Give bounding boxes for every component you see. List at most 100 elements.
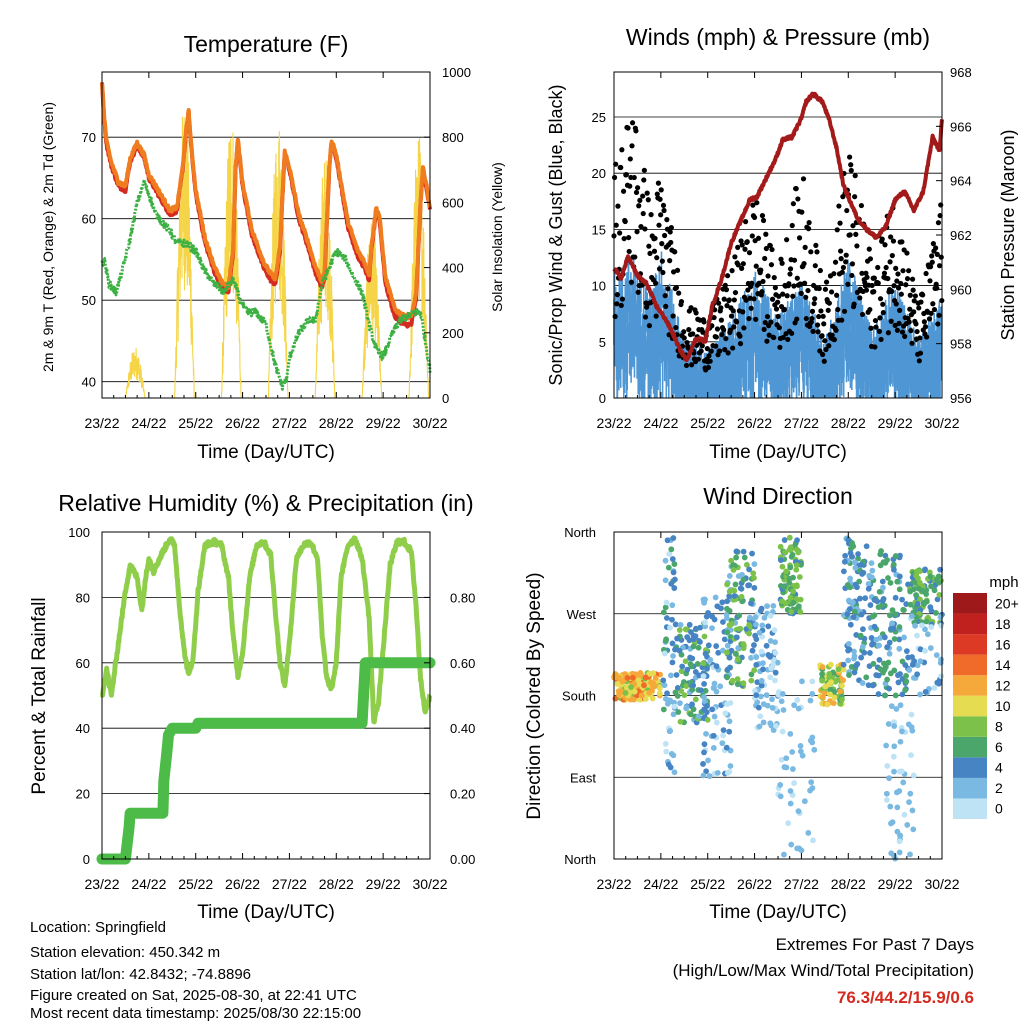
direction-point	[919, 622, 925, 629]
direction-point	[906, 667, 913, 673]
direction-point	[746, 630, 753, 637]
direction-point	[914, 568, 920, 575]
direction-point	[846, 597, 852, 604]
direction-point	[851, 648, 857, 655]
direction-point	[888, 703, 895, 710]
direction-point	[635, 677, 642, 684]
direction-point	[668, 546, 675, 553]
temp-xtick-label: 28/22	[319, 415, 354, 431]
direction-point	[681, 692, 688, 699]
direction-point	[662, 604, 669, 611]
gust-point	[810, 328, 816, 334]
gust-point	[935, 321, 941, 327]
direction-point	[809, 691, 816, 697]
direction-point	[769, 696, 775, 703]
gust-point	[896, 320, 902, 327]
gust-point	[646, 323, 653, 329]
direction-point	[703, 768, 710, 775]
direction-point	[673, 672, 680, 678]
direction-point	[917, 658, 924, 665]
wind-xtick-label: 26/22	[737, 415, 772, 431]
gust-point	[648, 212, 654, 218]
direction-point	[808, 779, 815, 786]
gust-point	[737, 341, 744, 347]
gust-point	[645, 197, 651, 203]
gust-point	[801, 260, 807, 267]
colorbar-label: 10	[995, 698, 1011, 714]
gust-point	[646, 243, 652, 249]
gust-point	[889, 252, 895, 259]
gust-point	[917, 350, 924, 356]
direction-point	[670, 653, 676, 659]
gust-point	[633, 189, 640, 196]
direction-point	[797, 596, 804, 603]
direction-point	[938, 656, 944, 663]
gust-point	[629, 143, 635, 149]
direction-point	[660, 677, 667, 684]
gust-point	[849, 261, 856, 267]
gust-point	[756, 280, 762, 286]
gust-point	[878, 336, 884, 343]
rh-xtick-label: 23/22	[84, 876, 119, 892]
direction-point	[908, 711, 915, 718]
gust-point	[786, 281, 792, 287]
gust-point	[834, 227, 840, 233]
gust-point	[644, 190, 650, 196]
gust-point	[796, 235, 803, 241]
direction-point	[863, 674, 870, 681]
direction-point	[671, 703, 678, 710]
gust-point	[794, 275, 800, 281]
temperature-ylabel: 2m & 9m T (Red, Orange) & 2m Td (Green)	[40, 102, 56, 372]
gust-point	[744, 239, 750, 245]
direction-point	[777, 543, 784, 550]
gust-point	[917, 335, 923, 341]
direction-point	[793, 562, 800, 569]
gust-point	[779, 260, 785, 266]
gust-point	[632, 254, 638, 260]
colorbar-swatch	[953, 798, 987, 819]
gust-point	[618, 164, 624, 171]
direction-point	[772, 677, 778, 684]
gust-point	[727, 327, 733, 333]
gust-point	[911, 298, 917, 304]
gust-point	[631, 174, 637, 181]
colorbar-swatch	[953, 654, 987, 676]
direction-point	[726, 718, 733, 725]
gust-point	[898, 291, 904, 297]
gust-point	[814, 249, 820, 255]
direction-point	[726, 593, 733, 600]
direction-point	[740, 576, 747, 583]
gust-point	[928, 310, 934, 316]
gust-point	[753, 263, 759, 269]
direction-point	[676, 647, 683, 654]
gust-point	[665, 286, 671, 292]
direction-point	[851, 655, 857, 662]
direction-ytick-label: North	[564, 525, 596, 540]
gust-point	[733, 319, 740, 325]
gust-point	[912, 293, 918, 299]
direction-point	[791, 780, 797, 786]
gust-point	[791, 283, 797, 289]
direction-point	[858, 654, 865, 661]
direction-point	[719, 599, 726, 606]
gust-point	[681, 335, 687, 341]
direction-point	[753, 654, 760, 661]
direction-point	[779, 563, 786, 570]
gust-point	[642, 226, 648, 232]
gust-point	[672, 249, 678, 255]
gust-point	[705, 364, 712, 371]
direction-point	[672, 621, 679, 628]
wind-xtick-label: 29/22	[878, 415, 913, 431]
gust-point	[660, 269, 666, 276]
direction-point	[700, 660, 707, 667]
direction-point	[844, 611, 851, 618]
gust-point	[933, 245, 939, 251]
direction-point	[896, 788, 903, 794]
direction-point	[719, 740, 726, 747]
direction-point	[724, 642, 731, 649]
direction-point	[693, 625, 699, 632]
gust-point	[717, 348, 723, 354]
gust-point	[858, 202, 865, 209]
direction-point	[682, 658, 689, 665]
direction-point	[704, 716, 711, 723]
